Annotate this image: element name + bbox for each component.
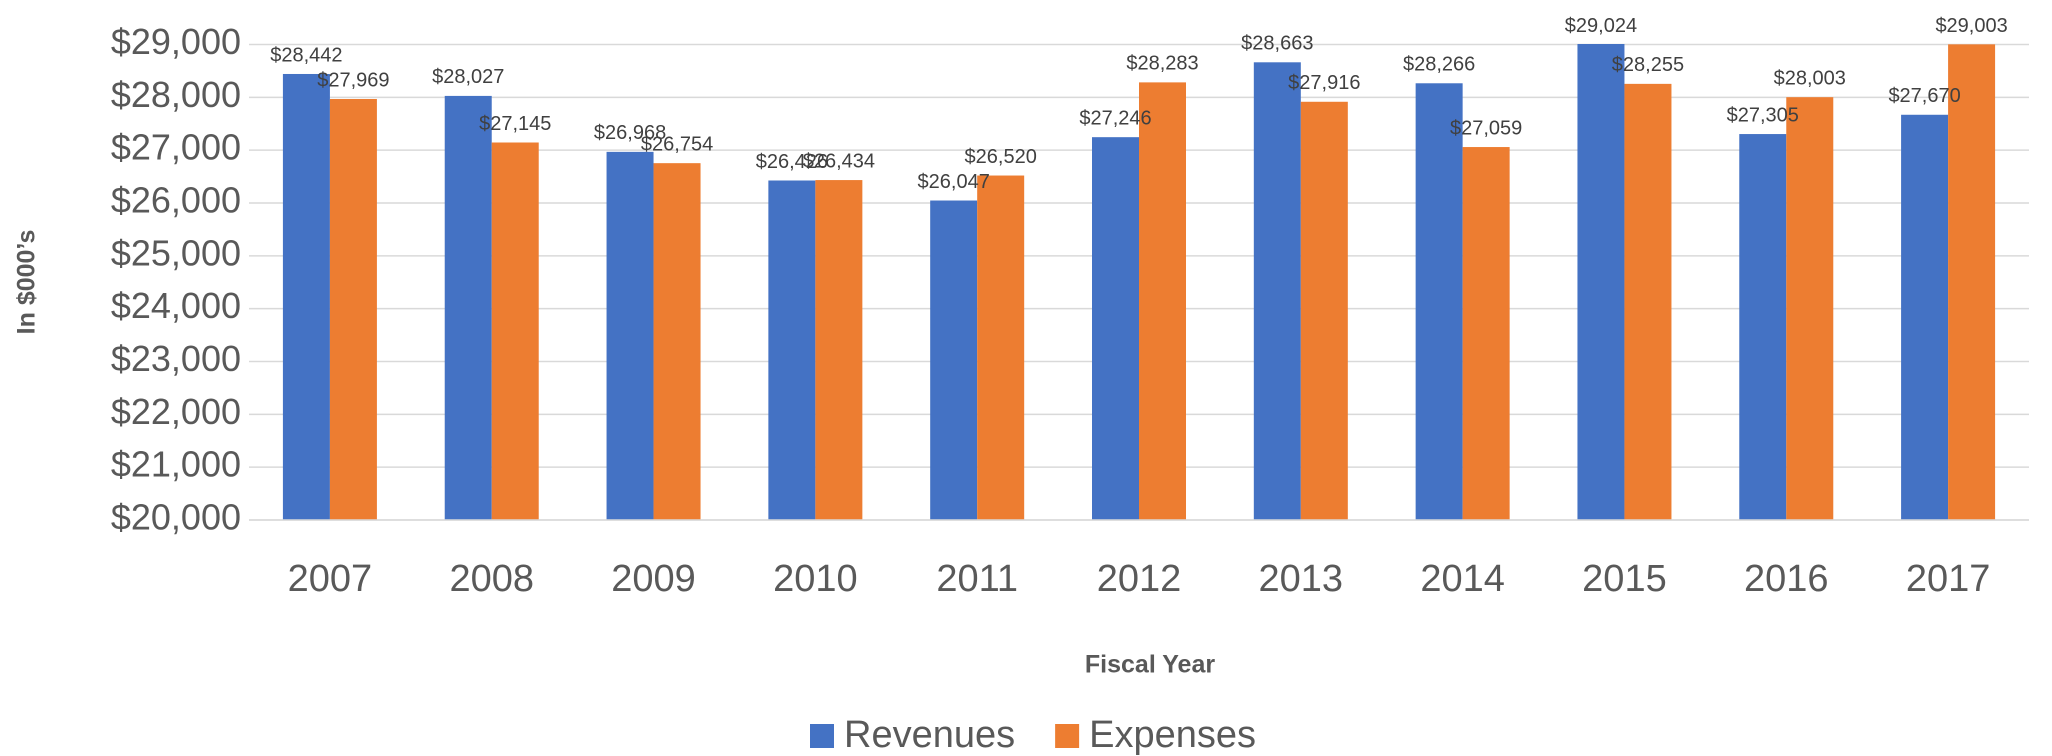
- bar: [1415, 83, 1463, 520]
- bar: [1300, 101, 1348, 520]
- x-tick-label: 2015: [1582, 558, 1667, 600]
- data-label: $29,003: [1935, 15, 2007, 37]
- legend-label: Expenses: [1089, 714, 1256, 756]
- y-tick-label: $29,000: [111, 21, 241, 62]
- data-label: $27,145: [479, 113, 551, 135]
- bar: [1253, 62, 1301, 520]
- x-tick-label: 2016: [1744, 558, 1829, 600]
- x-tick-label: 2014: [1420, 558, 1505, 600]
- bar: [1901, 114, 1949, 520]
- x-tick-label: 2012: [1097, 558, 1182, 600]
- data-label: $26,426: [756, 151, 828, 173]
- bar: [444, 95, 492, 520]
- x-tick-label: 2009: [611, 558, 696, 600]
- x-axis-title: Fiscal Year: [1085, 651, 1215, 679]
- data-label: $28,003: [1774, 67, 1846, 89]
- y-tick-label: $26,000: [111, 180, 241, 221]
- bar: [1624, 83, 1672, 520]
- y-tick-label: $24,000: [111, 285, 241, 326]
- data-label: $26,520: [965, 146, 1037, 168]
- x-tick-label: 2011: [936, 558, 1018, 600]
- bar: [1739, 134, 1787, 521]
- data-label: $28,663: [1241, 33, 1313, 55]
- bar: [1577, 44, 1625, 521]
- legend-swatch: [810, 724, 834, 748]
- data-label: $27,059: [1450, 117, 1522, 139]
- data-label: $27,916: [1288, 72, 1360, 94]
- x-tick-label: 2008: [449, 558, 534, 600]
- x-tick-label: 2007: [288, 558, 373, 600]
- x-tick-label: 2010: [773, 558, 858, 600]
- data-label: $26,754: [641, 133, 713, 155]
- data-label: $26,968: [594, 122, 666, 144]
- bar: [1948, 44, 1996, 521]
- y-axis-title: In $000’s: [13, 230, 41, 335]
- x-tick-label: 2013: [1259, 558, 1344, 600]
- data-label: $27,969: [317, 69, 389, 91]
- bar: [606, 151, 654, 520]
- bar: [282, 73, 330, 520]
- data-label: $26,047: [918, 171, 990, 193]
- bar: [329, 98, 377, 521]
- y-tick-label: $22,000: [111, 391, 241, 432]
- data-label: $28,255: [1612, 54, 1684, 76]
- bar: [491, 142, 539, 520]
- y-tick-label: $23,000: [111, 338, 241, 379]
- data-label: $28,027: [432, 66, 504, 88]
- bar: [1092, 137, 1139, 520]
- legend-swatch: [1055, 724, 1080, 748]
- bar: [1462, 147, 1510, 520]
- data-label: $26,434: [803, 150, 875, 172]
- y-tick-label: $20,000: [111, 497, 241, 538]
- bar: [930, 200, 978, 520]
- y-tick-label: $28,000: [111, 74, 241, 115]
- data-label: $28,266: [1403, 54, 1475, 76]
- data-label: $27,670: [1888, 85, 1960, 107]
- bar: [977, 175, 1025, 520]
- bar: [768, 180, 816, 521]
- y-tick-label: $27,000: [111, 127, 241, 168]
- data-label: $27,305: [1727, 104, 1799, 126]
- bar: [1786, 97, 1834, 520]
- bar: [815, 180, 863, 521]
- data-label: $28,283: [1126, 53, 1198, 75]
- bar: [653, 163, 701, 520]
- data-label: $29,024: [1565, 15, 1637, 37]
- legend-label: Revenues: [844, 714, 1015, 756]
- plot-area: [282, 44, 1996, 521]
- data-label: $27,246: [1079, 107, 1151, 129]
- data-label: $28,442: [270, 44, 342, 66]
- y-tick-label: $25,000: [111, 232, 241, 273]
- y-tick-label: $21,000: [111, 444, 241, 485]
- bar: [1139, 82, 1186, 520]
- x-tick-label: 2017: [1906, 558, 1991, 600]
